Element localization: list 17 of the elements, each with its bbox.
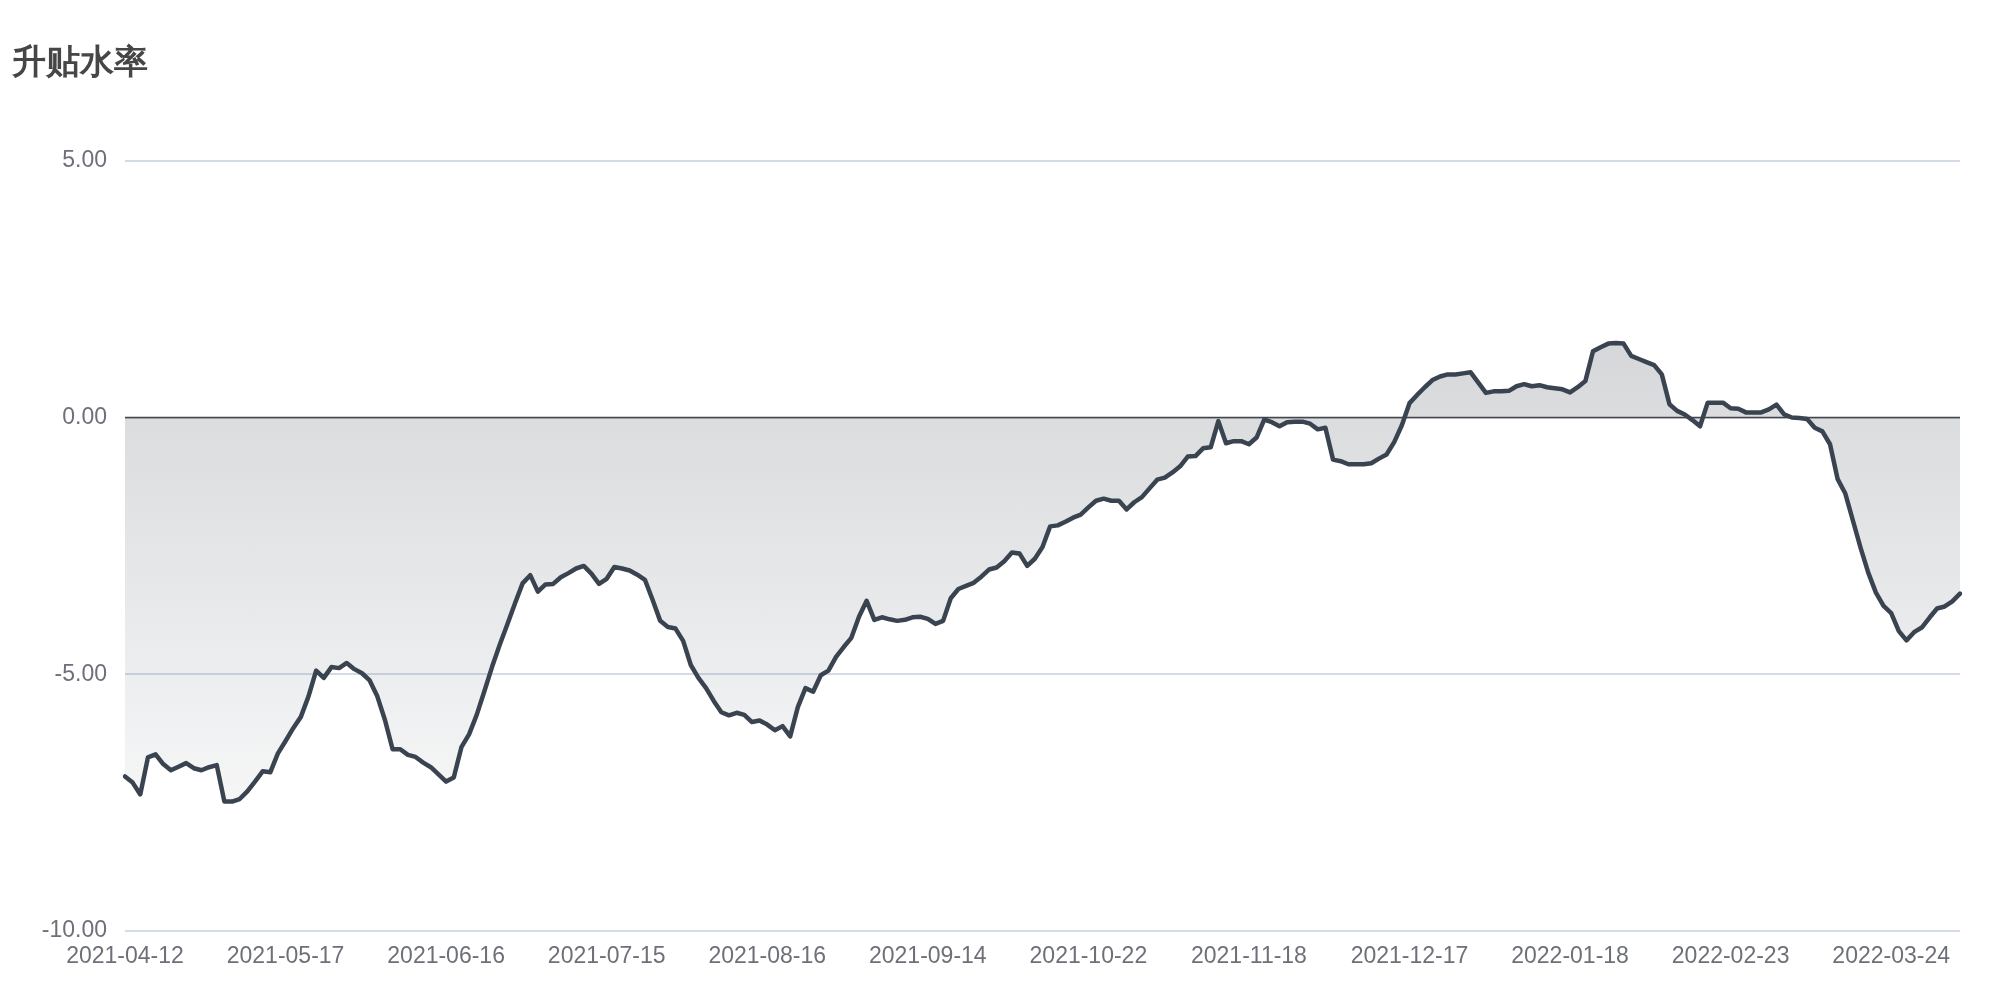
- x-tick-label: 2021-10-22: [1029, 942, 1148, 969]
- x-tick-label: 2022-01-18: [1511, 942, 1629, 969]
- x-tick-label: 2022-03-24: [1832, 942, 1951, 969]
- x-tick-label: 2021-05-17: [226, 942, 345, 969]
- y-tick-label: -5.00: [54, 659, 107, 686]
- x-tick-label: 2021-08-16: [708, 942, 827, 969]
- x-tick-label: 2021-09-14: [868, 942, 987, 969]
- x-tick-label: 2022-02-23: [1671, 942, 1790, 969]
- x-tick-label: 2021-04-12: [66, 942, 184, 969]
- y-tick-label: -10.00: [41, 916, 107, 943]
- x-tick-label: 2021-12-17: [1350, 942, 1469, 969]
- x-tick-label: 2021-06-16: [387, 942, 505, 969]
- x-tick-label: 2021-11-18: [1190, 942, 1307, 969]
- chart-title: 升贴水率: [11, 41, 148, 82]
- y-tick-label: 0.00: [62, 402, 107, 429]
- x-tick-label: 2021-07-15: [547, 942, 666, 969]
- y-tick-label: 5.00: [62, 146, 107, 173]
